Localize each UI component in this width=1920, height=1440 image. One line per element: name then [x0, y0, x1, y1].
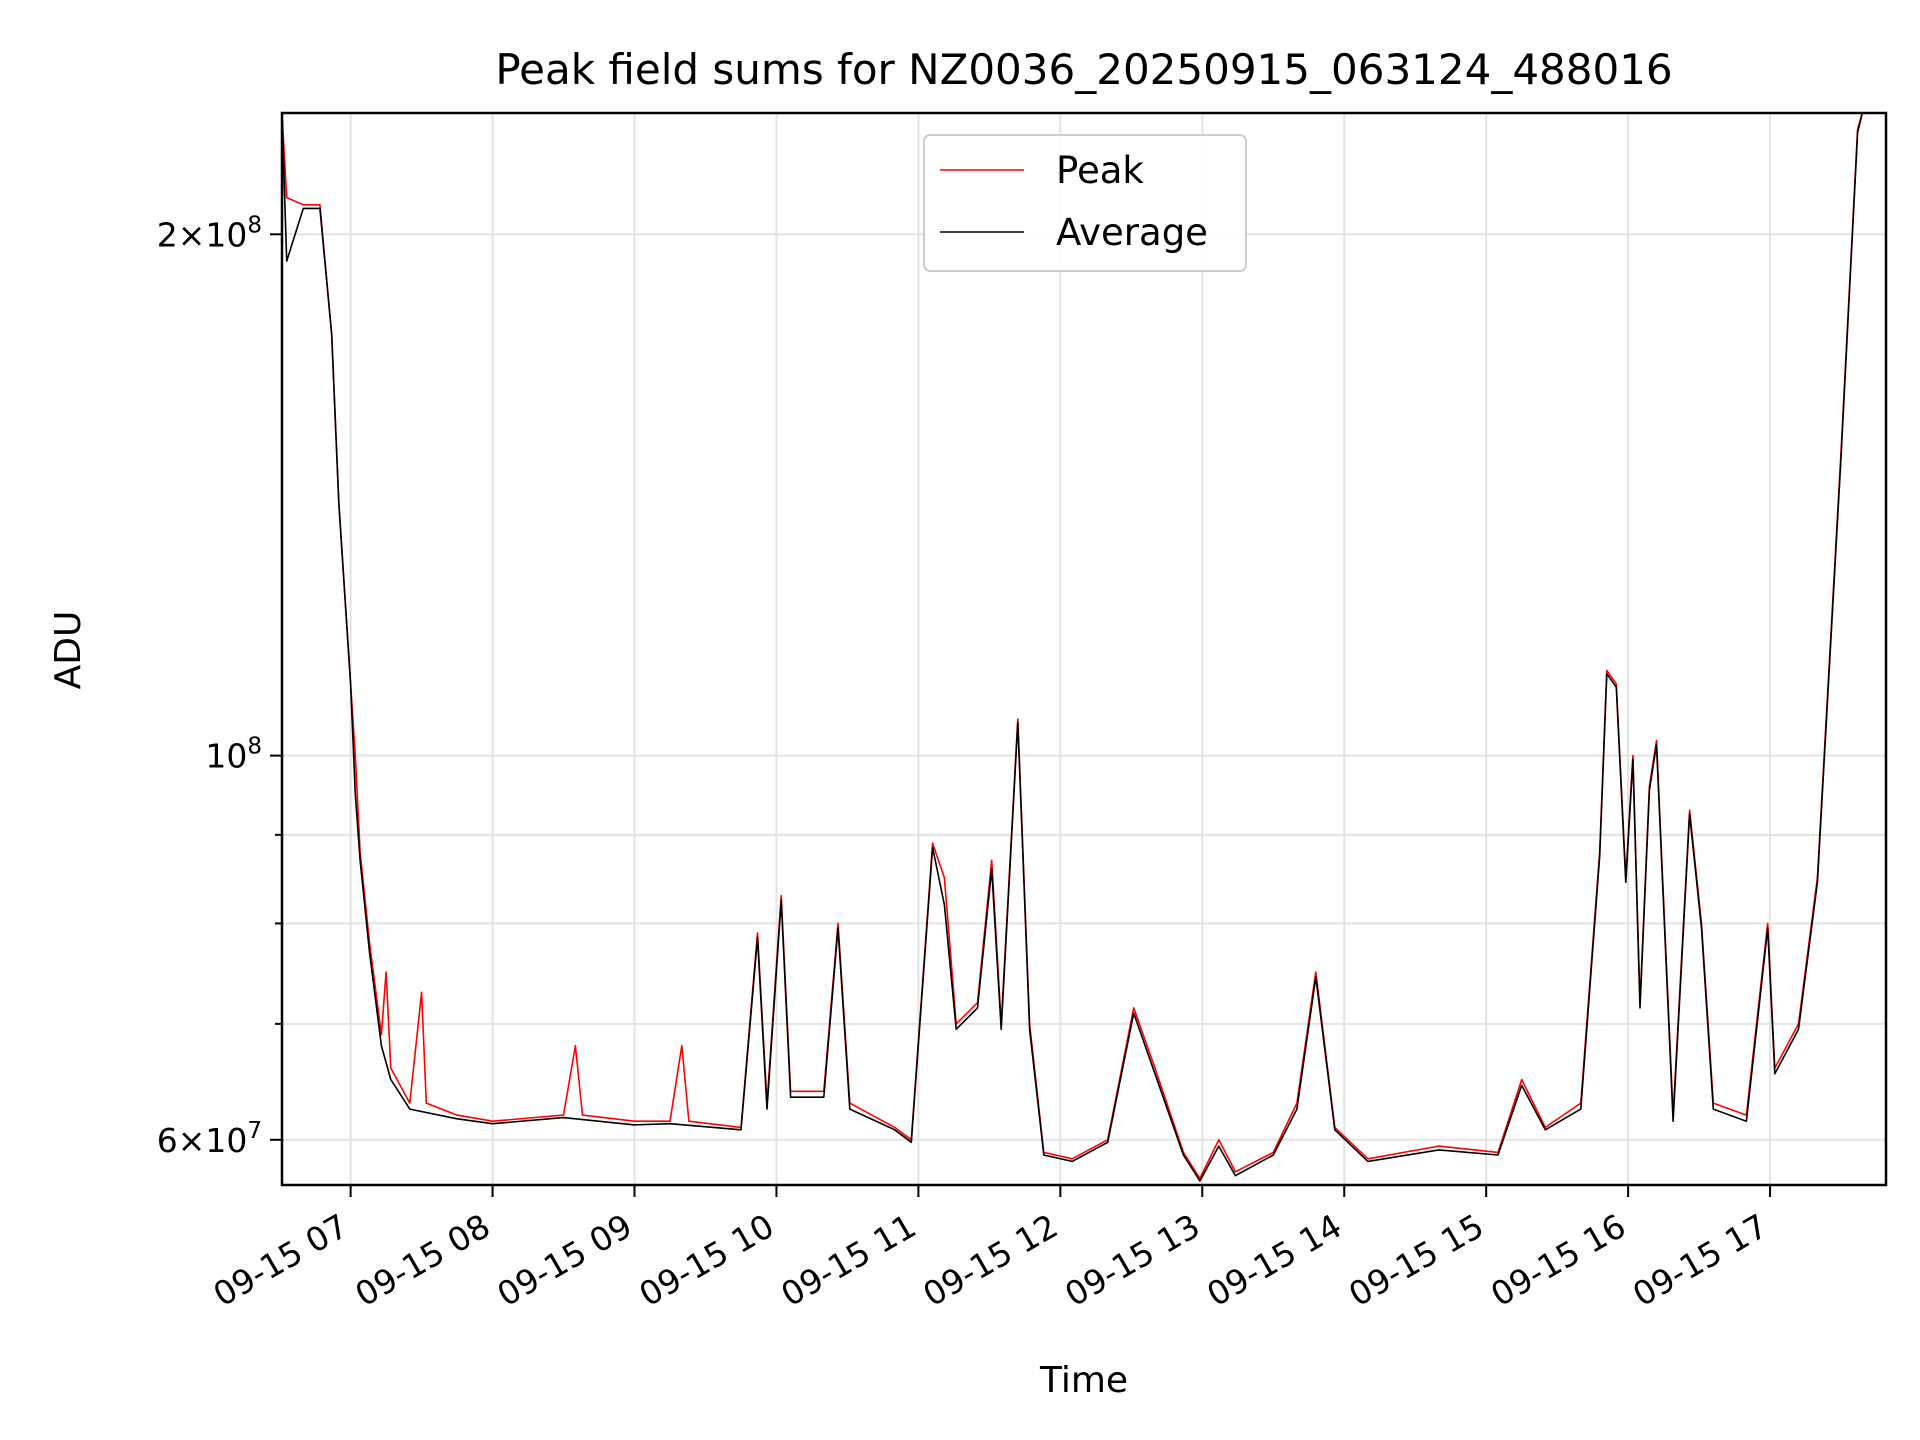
y-tick-label: 108	[205, 734, 262, 776]
x-axis-label: Time	[1039, 1360, 1128, 1401]
x-tick-label: 09-15 16	[1484, 1206, 1632, 1314]
legend: Peak Average	[923, 134, 1247, 272]
y-axis-ticks: 2×108 108 6×107	[157, 212, 282, 1160]
legend-label-peak: Peak	[1056, 149, 1144, 192]
series-line-peak	[281, 112, 1864, 1180]
series-line-average	[281, 112, 1864, 1182]
y-axis-label: ADU	[48, 611, 89, 690]
x-tick-label: 09-15 09	[491, 1206, 639, 1314]
x-tick-label: 09-15 13	[1058, 1206, 1206, 1314]
x-tick-label: 09-15 17	[1626, 1206, 1774, 1314]
plot-frame	[280, 111, 1888, 1187]
grid	[282, 113, 1886, 1185]
chart-title: Peak field sums for NZ0036_20250915_0631…	[495, 45, 1672, 94]
y-tick-label: 6×107	[157, 1118, 262, 1160]
y-tick-exponent: 7	[247, 1118, 262, 1144]
x-tick-label: 09-15 14	[1200, 1206, 1348, 1314]
series-lines	[281, 112, 1864, 1182]
x-tick-label: 09-15 11	[774, 1206, 922, 1314]
x-tick-label: 09-15 12	[916, 1206, 1064, 1314]
legend-label-average: Average	[1056, 211, 1208, 254]
x-tick-label: 09-15 10	[632, 1206, 780, 1314]
y-tick-exponent: 8	[247, 212, 262, 238]
y-tick-label: 2×108	[157, 212, 262, 254]
x-tick-label: 09-15 15	[1342, 1206, 1490, 1314]
x-tick-label: 09-15 08	[349, 1206, 497, 1314]
y-tick-exponent: 8	[247, 734, 262, 760]
x-tick-label: 09-15 07	[207, 1206, 355, 1314]
legend-box	[923, 134, 1247, 272]
